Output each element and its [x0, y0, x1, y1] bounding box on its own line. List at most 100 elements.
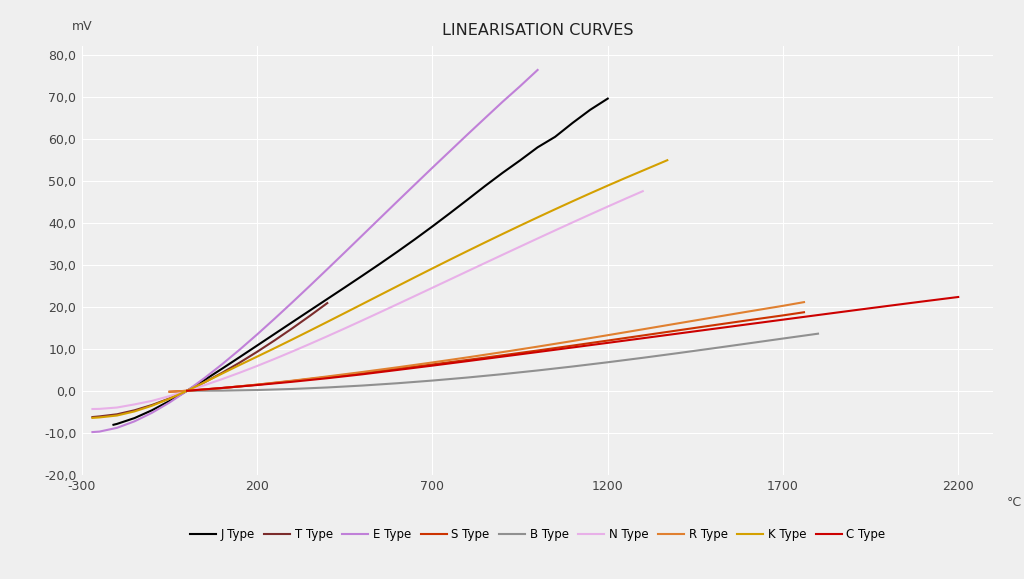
Line: J Type: J Type [114, 98, 607, 425]
K Type [497, 230, 509, 237]
J Type [199, 376, 211, 383]
S Type [462, 357, 474, 364]
C Type [566, 344, 579, 351]
E Type [426, 164, 438, 171]
N Type [164, 393, 176, 400]
B Type [391, 380, 403, 387]
Text: °C: °C [1007, 496, 1022, 509]
Line: B Type: B Type [187, 334, 818, 391]
S Type [798, 309, 810, 316]
R Type [286, 377, 298, 384]
B Type [251, 387, 263, 394]
N Type [443, 276, 456, 283]
E Type [164, 399, 176, 406]
S Type [672, 327, 684, 334]
R Type [322, 373, 334, 380]
S Type [251, 381, 263, 388]
S Type [181, 387, 194, 394]
S Type [426, 361, 438, 368]
J Type [286, 318, 298, 325]
J Type [462, 196, 474, 203]
R Type [798, 299, 810, 306]
E Type [145, 409, 158, 416]
N Type [462, 267, 474, 274]
S Type [637, 332, 649, 339]
C Type [847, 307, 859, 314]
B Type [777, 335, 790, 342]
R Type [426, 359, 438, 366]
S Type [707, 322, 719, 329]
R Type [601, 332, 613, 339]
R Type [462, 354, 474, 361]
E Type [339, 249, 351, 256]
J Type [303, 307, 315, 314]
J Type [426, 223, 438, 230]
C Type [286, 378, 298, 385]
K Type [479, 239, 492, 246]
Line: T Type: T Type [92, 303, 328, 417]
E Type [216, 361, 228, 368]
R Type [497, 349, 509, 356]
E Type [181, 387, 194, 394]
B Type [286, 386, 298, 393]
B Type [812, 330, 824, 337]
R Type [741, 308, 754, 315]
K Type [374, 292, 386, 299]
E Type [286, 299, 298, 306]
B Type [497, 371, 509, 378]
B Type [707, 345, 719, 352]
E Type [356, 232, 369, 239]
J Type [566, 119, 579, 126]
N Type [566, 219, 579, 226]
K Type [233, 361, 246, 368]
E Type [409, 181, 421, 188]
K Type [584, 190, 596, 197]
B Type [356, 382, 369, 389]
J Type [216, 365, 228, 372]
E Type [199, 375, 211, 382]
C Type [882, 302, 894, 309]
K Type [93, 414, 105, 421]
N Type [426, 284, 438, 291]
N Type [233, 369, 246, 376]
E Type [443, 148, 456, 155]
B Type [741, 340, 754, 347]
C Type [952, 294, 965, 301]
J Type [549, 133, 561, 140]
Title: LINEARISATION CURVES: LINEARISATION CURVES [441, 23, 634, 38]
K Type [268, 345, 281, 351]
N Type [322, 333, 334, 340]
K Type [531, 214, 544, 221]
N Type [268, 356, 281, 362]
T Type [268, 337, 281, 344]
N Type [286, 348, 298, 355]
R Type [181, 387, 194, 394]
N Type [128, 401, 140, 408]
K Type [549, 206, 561, 212]
R Type [251, 381, 263, 388]
K Type [426, 265, 438, 272]
K Type [443, 256, 456, 263]
N Type [356, 317, 369, 324]
E Type [268, 315, 281, 322]
K Type [356, 301, 369, 307]
N Type [409, 292, 421, 299]
J Type [391, 248, 403, 255]
K Type [322, 318, 334, 325]
J Type [409, 236, 421, 243]
E Type [497, 98, 509, 105]
Line: E Type: E Type [92, 70, 538, 432]
C Type [741, 321, 754, 328]
T Type [128, 407, 140, 414]
T Type [216, 369, 228, 376]
N Type [181, 387, 194, 394]
T Type [111, 411, 123, 418]
N Type [620, 195, 632, 202]
C Type [777, 316, 790, 323]
N Type [497, 251, 509, 258]
K Type [111, 412, 123, 419]
J Type [145, 407, 158, 414]
N Type [145, 397, 158, 404]
B Type [322, 384, 334, 391]
R Type [531, 343, 544, 350]
